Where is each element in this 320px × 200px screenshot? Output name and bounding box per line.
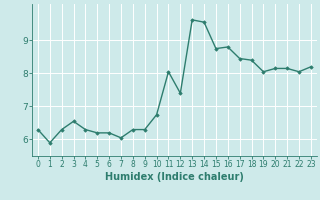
X-axis label: Humidex (Indice chaleur): Humidex (Indice chaleur) (105, 172, 244, 182)
